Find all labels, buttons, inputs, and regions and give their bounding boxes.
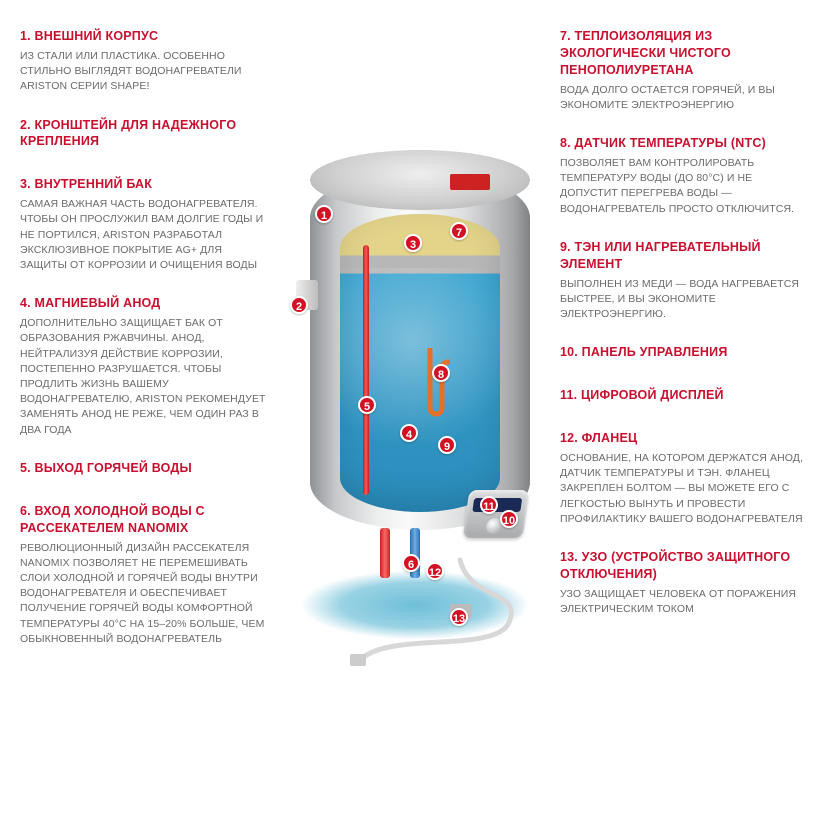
- brand-badge: [450, 174, 490, 190]
- section-4-desc: ДОПОЛНИТЕЛЬНО ЗАЩИЩАЕТ БАК ОТ ОБРАЗОВАНИ…: [20, 316, 270, 438]
- callout-dot-4: 4: [400, 424, 418, 442]
- section-3-desc: САМАЯ ВАЖНАЯ ЧАСТЬ ВОДОНАГРЕВАТЕЛЯ. ЧТОБ…: [20, 197, 270, 273]
- section-5-title: 5. ВЫХОД ГОРЯЧЕЙ ВОДЫ: [20, 460, 270, 477]
- callout-dot-5: 5: [358, 396, 376, 414]
- section-13-desc: УЗО ЗАЩИЩАЕТ ЧЕЛОВЕКА ОТ ПОРАЖЕНИЯ ЭЛЕКТ…: [560, 587, 810, 617]
- section-3-title: 3. ВНУТРЕННИЙ БАК: [20, 176, 270, 193]
- section-7-desc: ВОДА ДОЛГО ОСТАЕТСЯ ГОРЯЧЕЙ, И ВЫ ЭКОНОМ…: [560, 83, 810, 113]
- callout-dot-8: 8: [432, 364, 450, 382]
- section-3: 3. ВНУТРЕННИЙ БАК САМАЯ ВАЖНАЯ ЧАСТЬ ВОД…: [20, 176, 270, 273]
- callout-dot-9: 9: [438, 436, 456, 454]
- section-13: 13. УЗО (УСТРОЙСТВО ЗАЩИТНОГО ОТКЛЮЧЕНИЯ…: [560, 549, 810, 617]
- right-column: 7. ТЕПЛОИЗОЛЯЦИЯ ИЗ ЭКОЛОГИЧЕСКИ ЧИСТОГО…: [560, 28, 810, 796]
- top-cap: [310, 150, 530, 210]
- callout-dot-10: 10: [500, 510, 518, 528]
- callout-dot-2: 2: [290, 296, 308, 314]
- section-5: 5. ВЫХОД ГОРЯЧЕЙ ВОДЫ: [20, 460, 270, 481]
- callout-dot-11: 11: [480, 496, 498, 514]
- callout-dot-12: 12: [426, 562, 444, 580]
- callout-dot-6: 6: [402, 554, 420, 572]
- section-9: 9. ТЭН ИЛИ НАГРЕВАТЕЛЬНЫЙ ЭЛЕМЕНТ ВЫПОЛН…: [560, 239, 810, 322]
- section-6: 6. ВХОД ХОЛОДНОЙ ВОДЫ С РАССЕКАТЕЛЕМ NAN…: [20, 503, 270, 647]
- section-9-desc: ВЫПОЛНЕН ИЗ МЕДИ — ВОДА НАГРЕВАЕТСЯ БЫСТ…: [560, 277, 810, 323]
- section-10-title: 10. ПАНЕЛЬ УПРАВЛЕНИЯ: [560, 344, 810, 361]
- section-11: 11. ЦИФРОВОЙ ДИСПЛЕЙ: [560, 387, 810, 408]
- section-2-title: 2. КРОНШТЕЙН ДЛЯ НАДЕЖНОГО КРЕПЛЕНИЯ: [20, 117, 270, 151]
- left-column: 1. ВНЕШНИЙ КОРПУС ИЗ СТАЛИ ИЛИ ПЛАСТИКА.…: [20, 28, 270, 796]
- section-8-title: 8. ДАТЧИК ТЕМПЕРАТУРЫ (NTC): [560, 135, 810, 152]
- callout-dot-1: 1: [315, 205, 333, 223]
- section-11-title: 11. ЦИФРОВОЙ ДИСПЛЕЙ: [560, 387, 810, 404]
- section-7-title: 7. ТЕПЛОИЗОЛЯЦИЯ ИЗ ЭКОЛОГИЧЕСКИ ЧИСТОГО…: [560, 28, 810, 79]
- callout-dot-7: 7: [450, 222, 468, 240]
- section-10: 10. ПАНЕЛЬ УПРАВЛЕНИЯ: [560, 344, 810, 365]
- section-12-desc: ОСНОВАНИЕ, НА КОТОРОМ ДЕРЖАТСЯ АНОД, ДАТ…: [560, 451, 810, 527]
- section-1-desc: ИЗ СТАЛИ ИЛИ ПЛАСТИКА. ОСОБЕННО СТИЛЬНО …: [20, 49, 270, 95]
- section-4: 4. МАГНИЕВЫЙ АНОД ДОПОЛНИТЕЛЬНО ЗАЩИЩАЕТ…: [20, 295, 270, 438]
- section-8-desc: ПОЗВОЛЯЕТ ВАМ КОНТРОЛИРОВАТЬ ТЕМПЕРАТУРУ…: [560, 156, 810, 217]
- callout-dot-3: 3: [404, 234, 422, 252]
- section-6-desc: РЕВОЛЮЦИОННЫЙ ДИЗАЙН РАССЕКАТЕЛЯ NANOMIX…: [20, 541, 270, 648]
- section-12: 12. ФЛАНЕЦ ОСНОВАНИЕ, НА КОТОРОМ ДЕРЖАТС…: [560, 430, 810, 527]
- section-6-title: 6. ВХОД ХОЛОДНОЙ ВОДЫ С РАССЕКАТЕЛЕМ NAN…: [20, 503, 270, 537]
- section-2: 2. КРОНШТЕЙН ДЛЯ НАДЕЖНОГО КРЕПЛЕНИЯ: [20, 117, 270, 155]
- callout-dot-13: 13: [450, 608, 468, 626]
- section-8: 8. ДАТЧИК ТЕМПЕРАТУРЫ (NTC) ПОЗВОЛЯЕТ ВА…: [560, 135, 810, 217]
- section-4-title: 4. МАГНИЕВЫЙ АНОД: [20, 295, 270, 312]
- section-1: 1. ВНЕШНИЙ КОРПУС ИЗ СТАЛИ ИЛИ ПЛАСТИКА.…: [20, 28, 270, 95]
- section-7: 7. ТЕПЛОИЗОЛЯЦИЯ ИЗ ЭКОЛОГИЧЕСКИ ЧИСТОГО…: [560, 28, 810, 113]
- section-12-title: 12. ФЛАНЕЦ: [560, 430, 810, 447]
- hot-outlet-tube: [363, 245, 369, 495]
- control-panel: [463, 490, 530, 538]
- section-9-title: 9. ТЭН ИЛИ НАГРЕВАТЕЛЬНЫЙ ЭЛЕМЕНТ: [560, 239, 810, 273]
- section-13-title: 13. УЗО (УСТРОЙСТВО ЗАЩИТНОГО ОТКЛЮЧЕНИЯ…: [560, 549, 810, 583]
- section-1-title: 1. ВНЕШНИЙ КОРПУС: [20, 28, 270, 45]
